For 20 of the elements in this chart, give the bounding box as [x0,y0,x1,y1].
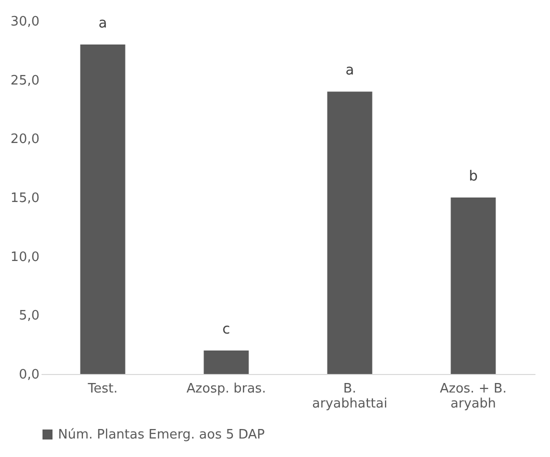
bar [450,198,496,374]
annotation: c [222,321,230,338]
x-tick-label: Test. [86,382,118,396]
y-tick-label: 25,0 [10,73,40,88]
y-tick-label: 20,0 [10,132,40,148]
annotation: a [345,62,354,79]
x-tick-label: Azos. + B. aryabh [440,382,507,412]
x-tick-label: B. aryabhattai [312,382,388,412]
annotation: a [98,16,108,32]
y-tick-label: 10,0 [10,250,40,265]
y-tick-label: 30,0 [10,14,40,30]
bar [80,44,126,374]
x-tick-label: Azosp. bras. [186,382,266,396]
annotation: b [468,168,478,184]
y-tick-label: 5,0 [18,308,40,324]
legend-label: Núm. Plantas Emerg. aos 5 DAP [58,428,265,442]
y-tick-label: 0,0 [18,368,40,382]
y-tick-label: 15,0 [10,191,40,206]
bar [327,92,372,374]
bar [204,350,249,374]
